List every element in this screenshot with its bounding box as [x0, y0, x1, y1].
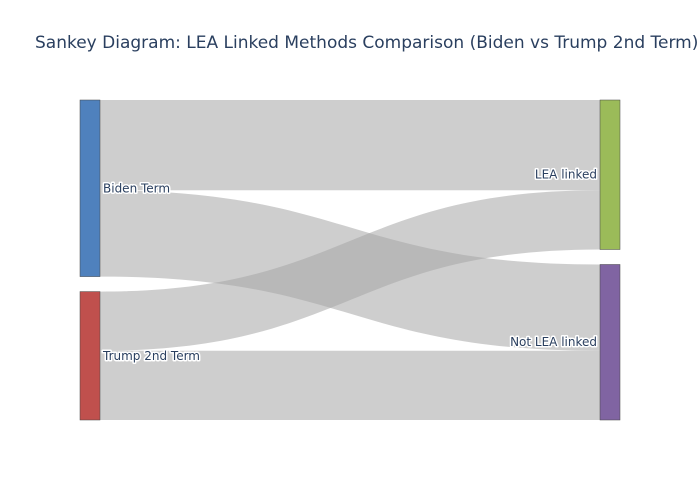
links-layer [100, 100, 600, 420]
node-notlea[interactable] [599, 264, 621, 421]
node-label-lea: LEA linked [535, 168, 597, 182]
link-trump-to-lea[interactable] [100, 190, 600, 351]
node-label-notlea: Not LEA linked [510, 335, 597, 349]
labels-layer: Biden Term Trump 2nd Term LEA linked Not LE… [101, 166, 599, 364]
link-trump-to-notlea[interactable] [100, 350, 600, 420]
node-biden[interactable] [79, 99, 101, 277]
diagram-title: Sankey Diagram: LEA Linked Methods Compa… [35, 33, 699, 53]
link-biden-to-lea[interactable] [100, 100, 600, 191]
node-lea[interactable] [599, 99, 621, 250]
node-label-biden: Biden Term [103, 181, 170, 195]
node-trump[interactable] [79, 291, 101, 421]
nodes-layer [79, 99, 621, 421]
node-label-trump: Trump 2nd Term [102, 349, 200, 363]
